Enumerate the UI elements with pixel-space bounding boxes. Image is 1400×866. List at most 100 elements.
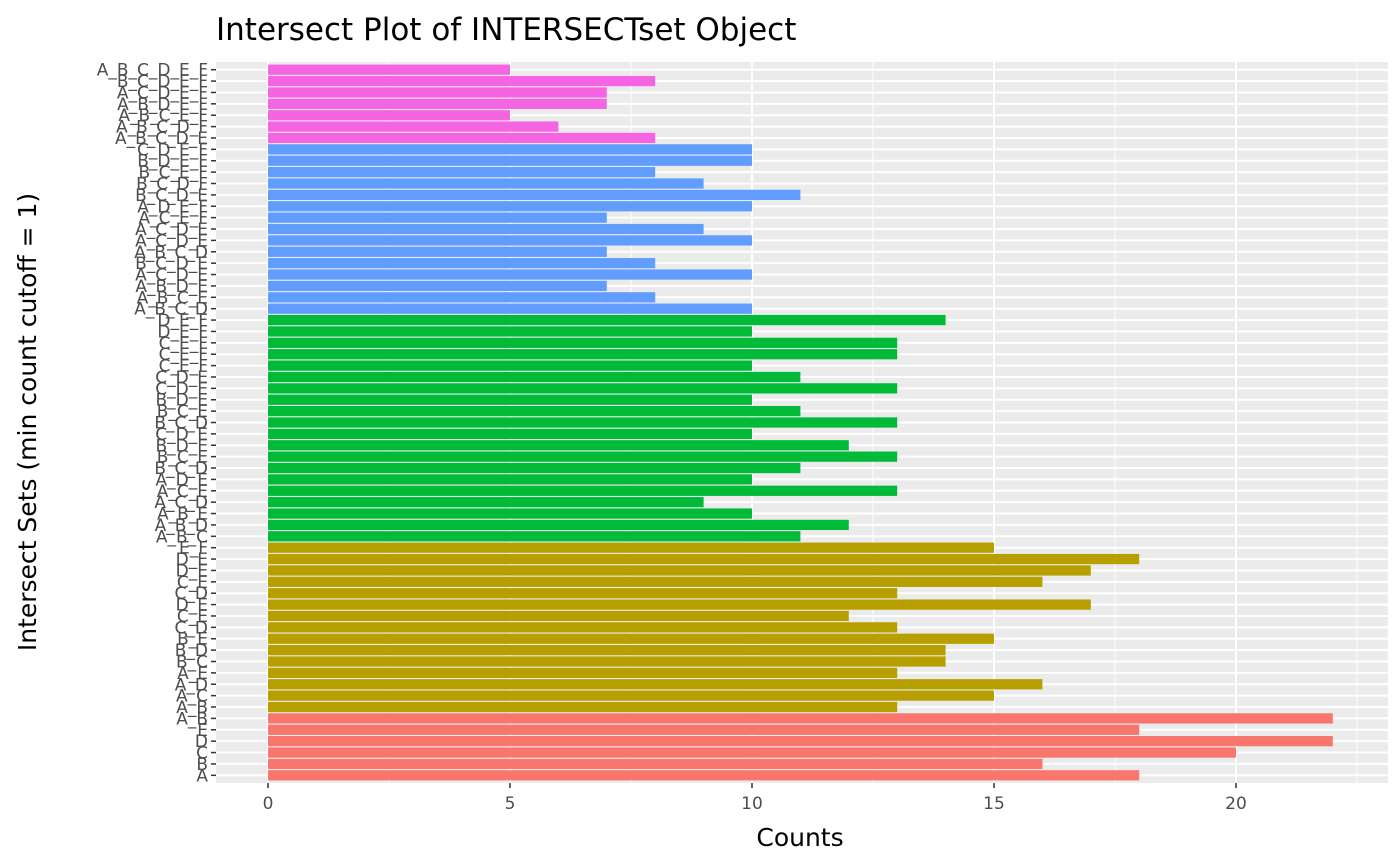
- y-tick-label: A_B_C_E_F: [118, 106, 208, 126]
- y-tick-label: C_D: [175, 618, 208, 638]
- y-tick-label: C_D: [175, 584, 208, 604]
- y-tick-label: D_E: [176, 596, 208, 616]
- y-tick-label: A_B: [176, 709, 208, 729]
- bar: [268, 610, 849, 622]
- bar: [268, 485, 898, 496]
- y-tick-label: D_E_F: [157, 322, 208, 342]
- bar: [268, 690, 994, 701]
- bar: [268, 178, 704, 189]
- bar: [268, 337, 898, 348]
- bar: [268, 212, 607, 223]
- y-tick-label: C_E_F: [159, 357, 208, 377]
- y-tick-label: A_C: [176, 687, 208, 707]
- y-tick-label: A_C_D_E: [135, 231, 208, 251]
- y-tick-label: A_E: [177, 664, 208, 684]
- y-tick-label: B_D_E_F: [137, 152, 208, 172]
- bar: [268, 258, 656, 269]
- y-tick-label: B_C_D_E: [135, 186, 208, 206]
- y-tick-label: B_C_D: [154, 414, 208, 434]
- bar: [268, 633, 994, 644]
- y-tick-label: A_B_C_D: [134, 243, 208, 263]
- y-tick-label: E_F: [179, 539, 208, 559]
- bar: [268, 383, 898, 394]
- y-tick-label: A_C_D_E: [135, 220, 208, 240]
- bar: [268, 667, 898, 679]
- bar: [268, 235, 752, 246]
- bar: [268, 110, 510, 121]
- bar: [268, 269, 752, 280]
- y-tick-label: A_B_C: [156, 527, 208, 547]
- bar: [268, 303, 752, 314]
- y-tick-label: A_B_E: [157, 505, 208, 525]
- x-axis: 0 5 10 15 20: [263, 783, 1247, 814]
- y-tick-label: B_C_D_E: [135, 254, 208, 274]
- y-tick-label: A_C_E_F: [138, 209, 208, 229]
- y-tick-label: B_C_D: [154, 459, 208, 479]
- bar: [268, 462, 801, 474]
- y-tick-label: A_B_D_E: [135, 277, 208, 297]
- y-tick-label: C_D_E: [155, 379, 208, 399]
- bar: [268, 417, 898, 428]
- y-tick-label: A: [196, 766, 208, 786]
- y-tick-label: A_D: [175, 675, 208, 695]
- bar: [268, 474, 752, 485]
- bar: [268, 189, 801, 201]
- y-tick-label: B_C_D_E_F: [117, 72, 208, 92]
- y-tick-label: A_C_D_E: [135, 266, 208, 286]
- x-tick-label: 0: [263, 794, 274, 814]
- bar: [268, 656, 946, 667]
- y-tick-label: C_E: [177, 607, 208, 627]
- bar: [268, 223, 704, 235]
- x-axis-title: Counts: [756, 823, 843, 852]
- y-tick-label: B_C_E: [157, 448, 208, 468]
- y-tick-label: C_D_E_F: [137, 140, 208, 160]
- bar: [268, 326, 752, 337]
- y-tick-label: B_D: [175, 641, 208, 661]
- y-tick-label: B_C_D_F: [136, 175, 208, 195]
- bar: [268, 736, 1333, 747]
- y-tick-label: A_B_D_E_F: [117, 95, 208, 115]
- y-tick-label: A_B_C_D: [134, 300, 208, 320]
- bar: [268, 508, 752, 519]
- y-tick-label: B_C_E: [157, 402, 208, 422]
- y-tick-label: C_D_E: [155, 368, 208, 388]
- y-tick-label: A_B_C_D_F: [116, 118, 208, 138]
- bar: [268, 701, 898, 713]
- bar: [268, 553, 1140, 565]
- bar: [268, 155, 752, 166]
- y-tick-label: A_B_D: [155, 516, 208, 536]
- y-tick-label: C_E_F: [159, 345, 208, 365]
- bar: [268, 724, 1140, 735]
- y-tick-label: A_B_C_E: [137, 288, 208, 308]
- y-tick-label: D_E: [176, 561, 208, 581]
- bar: [268, 292, 656, 303]
- bar: [268, 246, 607, 257]
- bar: [268, 144, 752, 155]
- y-tick-label: C_E_F: [159, 334, 208, 354]
- y-tick-label: B_C: [176, 653, 208, 673]
- bar: [268, 201, 752, 212]
- bar: [268, 405, 801, 417]
- bar: [268, 770, 1140, 781]
- bar: [268, 713, 1333, 724]
- bar: [268, 576, 1043, 587]
- y-tick-label: B_D_E: [156, 436, 209, 456]
- x-tick-label: 20: [1225, 794, 1247, 814]
- y-tick-label: B_C_E_F: [138, 163, 208, 183]
- bar: [268, 121, 559, 132]
- bar: [268, 360, 752, 371]
- bar: [268, 87, 607, 98]
- bar: [268, 280, 607, 292]
- y-tick-label: B_E: [177, 630, 208, 650]
- y-tick-label: A_C_D_E_F: [117, 83, 208, 103]
- x-tick-label: 10: [741, 794, 763, 814]
- y-tick-label: D_E: [176, 550, 208, 570]
- bar: [268, 622, 898, 633]
- bar: [268, 679, 1043, 690]
- y-tick-label: E: [197, 721, 208, 741]
- bar: [268, 451, 898, 462]
- bars-layer: [268, 64, 1333, 781]
- y-tick-label: B: [196, 755, 208, 775]
- bar: [268, 497, 704, 508]
